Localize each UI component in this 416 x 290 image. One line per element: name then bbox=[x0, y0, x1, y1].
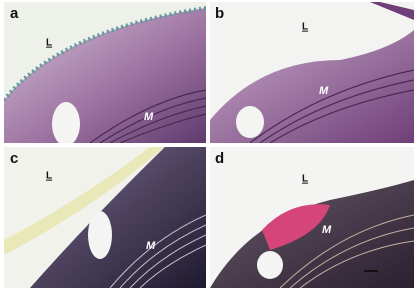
lumen-label: L bbox=[302, 22, 308, 33]
edge bbox=[4, 6, 206, 102]
void bbox=[257, 251, 283, 279]
media-layers bbox=[279, 214, 414, 288]
panel-b bbox=[210, 2, 414, 143]
media-label: M bbox=[319, 85, 329, 97]
edge bbox=[4, 147, 165, 255]
media-layers bbox=[249, 69, 414, 143]
lumen-label: L bbox=[302, 174, 308, 185]
panel-letter: a bbox=[10, 5, 19, 22]
media-label: M bbox=[144, 111, 154, 123]
vessel-wall bbox=[30, 147, 206, 288]
panel-letter: c bbox=[10, 150, 18, 167]
media-label: M bbox=[146, 240, 156, 252]
media-layers bbox=[89, 89, 206, 143]
media-label: M bbox=[322, 224, 332, 236]
void bbox=[52, 102, 80, 143]
panel-d bbox=[210, 147, 414, 288]
vessel-wall bbox=[4, 8, 206, 143]
media-layers bbox=[109, 214, 206, 288]
panel-letter: b bbox=[215, 5, 224, 22]
panel-letter: d bbox=[215, 150, 224, 167]
panel-c bbox=[4, 147, 206, 288]
void bbox=[236, 106, 264, 138]
panel-a bbox=[4, 2, 206, 143]
edge bbox=[370, 2, 414, 20]
stained-region bbox=[262, 204, 330, 250]
lumen-label: L bbox=[46, 171, 52, 182]
void bbox=[88, 211, 112, 259]
lumen-label: L bbox=[46, 38, 52, 49]
